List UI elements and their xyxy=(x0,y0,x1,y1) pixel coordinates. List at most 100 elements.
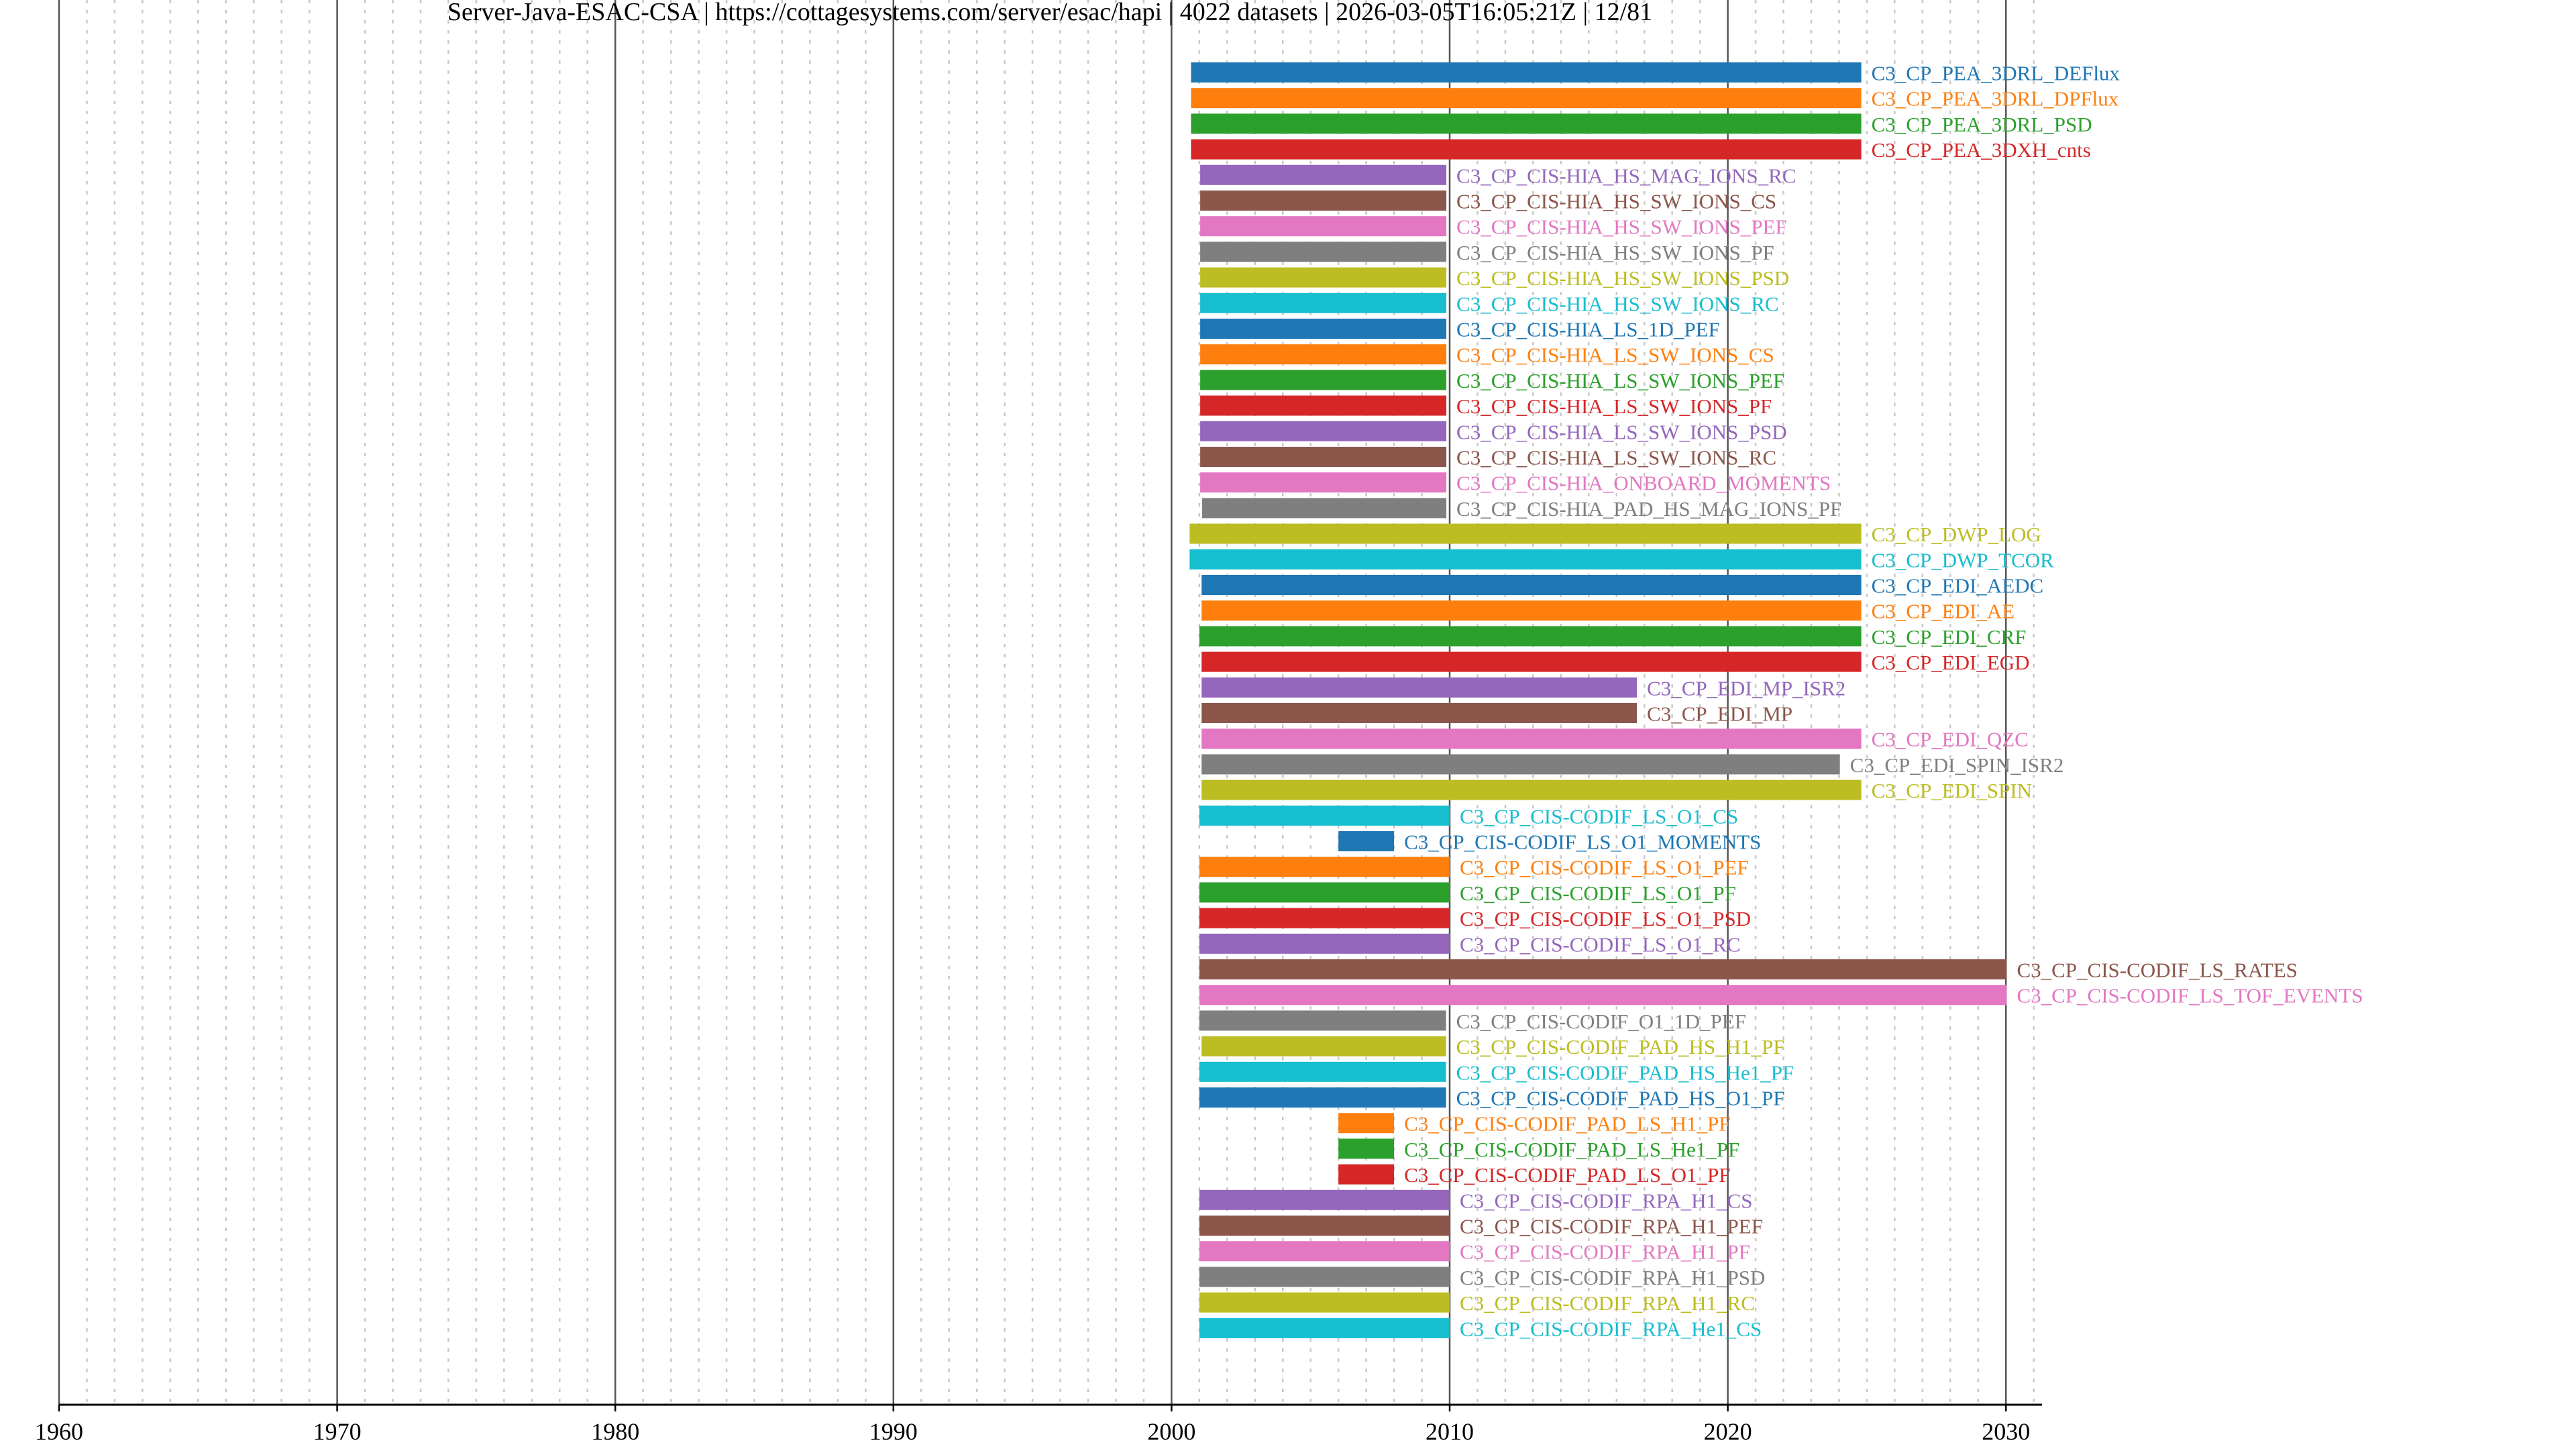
dataset-bars xyxy=(1189,62,2007,1338)
dataset-bar xyxy=(1201,600,1862,621)
dataset-bar xyxy=(1200,421,1447,441)
dataset-label: C3_CP_CIS-HIA_HS_SW_IONS_PF xyxy=(1456,241,1774,264)
dataset-bar xyxy=(1199,985,2007,1006)
dataset-bar xyxy=(1200,164,1447,185)
dataset-label: C3_CP_CIS-HIA_HS_SW_IONS_PSD xyxy=(1456,266,1789,290)
dataset-bar xyxy=(1200,344,1447,365)
dataset-label: C3_CP_DWP_TCOR xyxy=(1872,548,2054,572)
dataset-label: C3_CP_CIS-CODIF_LS_O1_PEF xyxy=(1460,856,1749,879)
dataset-label: C3_CP_EDI_QZC xyxy=(1872,728,2029,751)
dataset-bar xyxy=(1199,908,1450,928)
dataset-bar xyxy=(1199,1010,1446,1031)
dataset-label: C3_CP_EDI_SPIN xyxy=(1872,779,2032,802)
dataset-label: C3_CP_PEA_3DRL_DPFlux xyxy=(1872,87,2119,111)
dataset-label: C3_CP_EDI_AE xyxy=(1872,600,2015,623)
dataset-bar xyxy=(1200,191,1447,211)
dataset-bar xyxy=(1200,395,1447,416)
dataset-labels: C3_CP_PEA_3DRL_DEFluxC3_CP_PEA_3DRL_DPFl… xyxy=(1404,62,2363,1341)
x-tick-label: 2020 xyxy=(1704,1418,1752,1445)
dataset-bar xyxy=(1199,1318,1450,1338)
x-tick-label: 1960 xyxy=(35,1418,83,1445)
x-tick-label: 1990 xyxy=(869,1418,918,1445)
dataset-bar xyxy=(1201,575,1862,595)
dataset-label: C3_CP_EDI_EGD xyxy=(1872,651,2030,674)
dataset-bar xyxy=(1191,139,1862,160)
dataset-bar xyxy=(1201,729,1862,749)
dataset-label: C3_CP_CIS-HIA_LS_SW_IONS_CS xyxy=(1456,343,1774,367)
dataset-label: C3_CP_CIS-CODIF_LS_O1_CS xyxy=(1460,804,1738,828)
dataset-bar xyxy=(1199,959,2007,979)
dataset-label: C3_CP_CIS-CODIF_RPA_H1_PF xyxy=(1460,1240,1750,1264)
dataset-label: C3_CP_CIS-CODIF_PAD_LS_O1_PF xyxy=(1404,1163,1730,1187)
dataset-label: C3_CP_CIS-CODIF_RPA_H1_CS xyxy=(1460,1189,1752,1212)
dataset-label: C3_CP_EDI_MP_ISR2 xyxy=(1647,676,1845,700)
dataset-label: C3_CP_CIS-HIA_PAD_HS_MAG_IONS_PF xyxy=(1456,497,1841,521)
dataset-bar xyxy=(1200,216,1447,237)
dataset-bar xyxy=(1201,677,1638,698)
dataset-bar xyxy=(1199,1189,1450,1210)
dataset-bar xyxy=(1200,267,1447,288)
dataset-bar xyxy=(1199,882,1450,903)
grid-lines xyxy=(58,0,2035,1405)
dataset-label: C3_CP_CIS-CODIF_RPA_H1_RC xyxy=(1460,1291,1755,1315)
dataset-bar xyxy=(1200,319,1447,339)
dataset-label: C3_CP_PEA_3DRL_DEFlux xyxy=(1872,62,2121,85)
dataset-bar xyxy=(1202,498,1447,519)
dataset-bar xyxy=(1200,292,1447,313)
x-tick-label: 2010 xyxy=(1426,1418,1474,1445)
dataset-bar xyxy=(1200,447,1447,467)
dataset-label: C3_CP_DWP_LOG xyxy=(1872,523,2041,546)
dataset-bar xyxy=(1199,933,1450,954)
dataset-label: C3_CP_CIS-HIA_HS_SW_IONS_PEF xyxy=(1456,215,1787,239)
chart-title: Server-Java-ESAC-CSA | https://cottagesy… xyxy=(447,0,1652,26)
dataset-bar xyxy=(1199,805,1450,826)
dataset-bar xyxy=(1199,1061,1446,1082)
dataset-bar xyxy=(1201,1036,1446,1057)
x-tick-label: 1980 xyxy=(591,1418,639,1445)
dataset-label: C3_CP_CIS-HIA_HS_SW_IONS_CS xyxy=(1456,190,1776,213)
dataset-bar xyxy=(1201,754,1840,775)
dataset-bar xyxy=(1201,651,1862,672)
x-tick-label: 1970 xyxy=(313,1418,362,1445)
dataset-bar xyxy=(1199,1292,1450,1313)
dataset-bar xyxy=(1199,857,1450,877)
dataset-bar xyxy=(1338,1138,1395,1159)
dataset-label: C3_CP_CIS-CODIF_PAD_HS_H1_PF xyxy=(1456,1035,1785,1059)
dataset-label: C3_CP_CIS-CODIF_RPA_He1_CS xyxy=(1460,1317,1762,1340)
dataset-bar xyxy=(1200,241,1447,262)
dataset-bar xyxy=(1199,1241,1450,1262)
dataset-bar xyxy=(1200,370,1447,390)
dataset-bar xyxy=(1338,1164,1395,1185)
dataset-label: C3_CP_CIS-HIA_ONBOARD_MOMENTS xyxy=(1456,472,1831,495)
dataset-bar xyxy=(1199,1267,1450,1287)
x-tick-label: 2000 xyxy=(1147,1418,1195,1445)
dataset-bar xyxy=(1199,1087,1446,1108)
dataset-bar xyxy=(1191,88,1862,109)
x-axis: 1960 1970 1980 1990 2000 2010 2020 2030 xyxy=(35,1403,2043,1445)
dataset-label: C3_CP_CIS-HIA_LS_SW_IONS_RC xyxy=(1456,446,1776,470)
dataset-bar xyxy=(1189,523,1862,544)
dataset-label: C3_CP_EDI_SPIN_ISR2 xyxy=(1850,753,2064,777)
dataset-label: C3_CP_EDI_MP xyxy=(1647,702,1792,726)
dataset-bar xyxy=(1191,113,1862,134)
dataset-label: C3_CP_EDI_AEDC xyxy=(1872,574,2044,598)
dataset-label: C3_CP_PEA_3DRL_PSD xyxy=(1872,113,2092,136)
dataset-label: C3_CP_CIS-HIA_LS_SW_IONS_PSD xyxy=(1456,420,1787,443)
dataset-label: C3_CP_EDI_CRF xyxy=(1872,625,2027,649)
dataset-label: C3_CP_CIS-CODIF_LS_O1_MOMENTS xyxy=(1404,830,1761,854)
dataset-bar xyxy=(1201,703,1638,723)
x-tick-label: 2030 xyxy=(1982,1418,2030,1445)
dataset-label: C3_CP_PEA_3DXH_cnts xyxy=(1872,138,2091,162)
dataset-label: C3_CP_CIS-CODIF_RPA_H1_PEF xyxy=(1460,1215,1763,1238)
dataset-label: C3_CP_CIS-HIA_HS_SW_IONS_RC xyxy=(1456,292,1779,315)
dataset-label: C3_CP_CIS-CODIF_PAD_LS_He1_PF xyxy=(1404,1138,1739,1161)
dataset-bar xyxy=(1338,1113,1395,1134)
dataset-bar xyxy=(1189,549,1862,570)
dataset-label: C3_CP_CIS-CODIF_RPA_H1_PSD xyxy=(1460,1266,1765,1289)
dataset-bar xyxy=(1199,626,1862,647)
dataset-label: C3_CP_CIS-HIA_LS_1D_PEF xyxy=(1456,318,1720,341)
dataset-label: C3_CP_CIS-HIA_LS_SW_IONS_PF xyxy=(1456,394,1772,418)
dataset-label: C3_CP_CIS-CODIF_LS_RATES xyxy=(2017,959,2298,982)
dataset-label: C3_CP_CIS-CODIF_LS_O1_PF xyxy=(1460,881,1736,905)
